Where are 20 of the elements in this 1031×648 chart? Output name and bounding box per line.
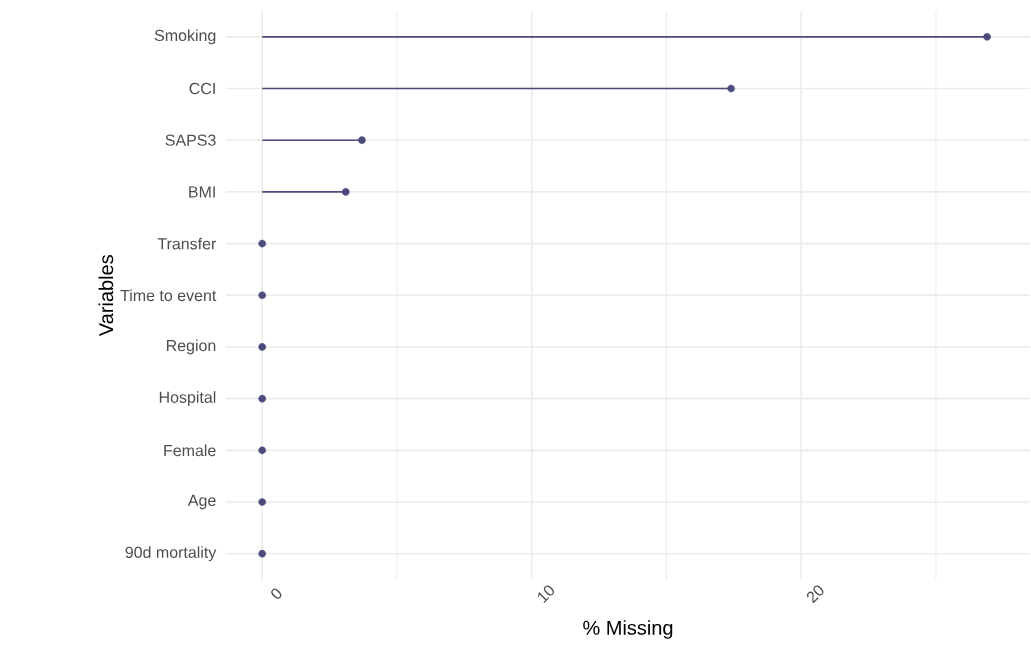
y-tick-label: Age [187, 494, 216, 509]
y-tick-label: Smoking [154, 29, 216, 45]
y-tick-label: Region [166, 339, 216, 355]
x-tick-label: 20 [806, 585, 824, 604]
y-tick-label: SAPS3 [165, 134, 216, 146]
x-axis-title: % Missing [583, 619, 673, 639]
y-tick-label: Female [164, 444, 216, 456]
y-tick-label: 90d mortality [125, 546, 217, 561]
point [727, 84, 735, 93]
y-tick-label: BMI [189, 186, 215, 198]
y-tick-label: Transfer [157, 237, 217, 250]
y-axis-title: Variables [98, 254, 114, 336]
x-tick-label: 10 [538, 585, 555, 603]
y-tick-label: Hospital [159, 390, 216, 406]
x-tick-label: 0 [271, 588, 282, 599]
y-tick-label: Time to event [120, 289, 217, 301]
point [358, 136, 366, 144]
point [983, 32, 991, 41]
point [341, 187, 350, 196]
y-tick-label: CCI [189, 82, 215, 94]
